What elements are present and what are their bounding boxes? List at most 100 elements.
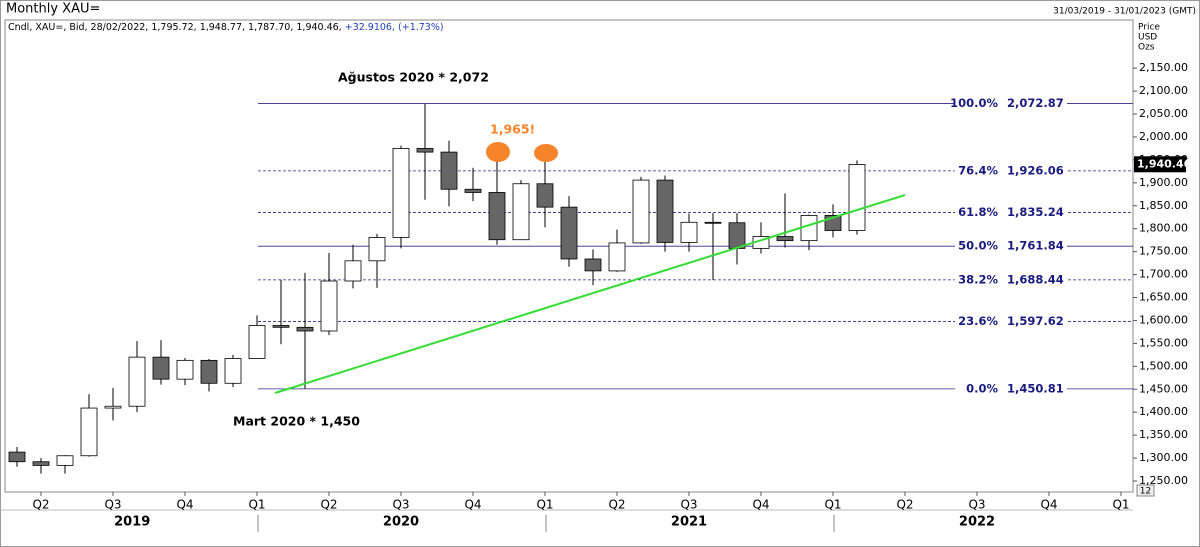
y-tick-label: 2,050.00 xyxy=(1139,107,1188,120)
y-tick-label: 1,850.00 xyxy=(1139,199,1188,212)
candle-body xyxy=(56,455,74,466)
x-tick-label: Q3 xyxy=(968,498,985,512)
fib-label-bg xyxy=(955,272,1067,287)
annotation: Mart 2020 * 1,450 xyxy=(233,414,360,429)
fib-label: 23.6% xyxy=(958,314,998,328)
last-price-box xyxy=(1134,156,1186,173)
corner-box xyxy=(1136,484,1155,497)
y-tick-label: 1,750.00 xyxy=(1139,245,1188,258)
candle-body xyxy=(344,260,362,282)
fib-label-bg xyxy=(955,205,1067,220)
fib-label-bg xyxy=(955,381,1067,396)
annotation: 1,965! xyxy=(490,122,535,137)
candle-body xyxy=(200,359,218,384)
date-range: 31/03/2019 - 31/01/2023 (GMT) xyxy=(1053,7,1196,17)
fib-value: 1,761.84 xyxy=(1007,239,1064,253)
fib-label-bg xyxy=(955,239,1067,254)
x-tick-label: Q4 xyxy=(752,498,769,512)
candle-body xyxy=(464,188,482,193)
fib-value: 1,450.81 xyxy=(1007,381,1064,395)
trend-line xyxy=(274,194,906,394)
year-label: 2022 xyxy=(959,515,995,530)
y-tick-label: 2,000.00 xyxy=(1139,130,1188,143)
y-tick-label: 1,650.00 xyxy=(1139,291,1188,304)
candle-body xyxy=(656,179,674,243)
y-tick-label: 1,450.00 xyxy=(1139,382,1188,395)
fib-label: 76.4% xyxy=(958,163,998,177)
x-tick-label: Q4 xyxy=(464,498,481,512)
candle-body xyxy=(704,221,722,224)
year-label: 2019 xyxy=(114,515,150,530)
candle-body xyxy=(536,183,554,208)
x-tick-label: Q2 xyxy=(320,498,337,512)
candle-body xyxy=(80,407,98,457)
y-tick-label: 1,800.00 xyxy=(1139,222,1188,235)
y-tick-label: 2,100.00 xyxy=(1139,84,1188,97)
x-tick-label: Q4 xyxy=(176,498,193,512)
units: Price xyxy=(1138,23,1160,33)
highlight xyxy=(534,144,558,162)
x-tick-label: Q1 xyxy=(248,498,265,512)
fib-label: 61.8% xyxy=(958,205,998,219)
year-label: 2020 xyxy=(383,515,419,530)
chart-title: Monthly XAU= xyxy=(6,2,100,17)
candle-body xyxy=(320,280,338,332)
fib-label: 50.0% xyxy=(958,239,998,253)
fib-label: 0.0% xyxy=(966,381,998,395)
y-tick-label: 1,350.00 xyxy=(1139,428,1188,441)
fib-label-bg xyxy=(955,314,1067,329)
plot-border xyxy=(4,19,1134,493)
fib-value: 2,072.87 xyxy=(1007,96,1064,110)
candle-body xyxy=(176,359,194,380)
candle-body xyxy=(224,358,242,384)
fib-value: 1,926.06 xyxy=(1007,163,1064,177)
x-tick-label: Q3 xyxy=(104,498,121,512)
candle-body xyxy=(104,405,122,409)
candle-body xyxy=(848,164,866,231)
candle-body xyxy=(800,215,818,242)
x-tick-label: Q2 xyxy=(896,498,913,512)
y-tick-label: 1,700.00 xyxy=(1139,268,1188,281)
x-tick-label: Q1 xyxy=(1112,498,1129,512)
candle-body xyxy=(632,179,650,244)
candle-body xyxy=(392,148,410,238)
y-tick-label: 1,550.00 xyxy=(1139,336,1188,349)
corner-label: 12 xyxy=(1140,487,1151,497)
y-tick-label: 2,150.00 xyxy=(1139,61,1188,74)
candle-body xyxy=(8,451,26,463)
y-tick-label: 1,400.00 xyxy=(1139,405,1188,418)
candle-body xyxy=(368,237,386,262)
candle-body xyxy=(152,356,170,380)
x-tick-label: Q1 xyxy=(536,498,553,512)
x-tick-label: Q2 xyxy=(32,498,49,512)
x-tick-label: Q3 xyxy=(680,498,697,512)
fib-label-bg xyxy=(955,163,1067,178)
fib-label-bg xyxy=(955,96,1067,111)
candle-body xyxy=(560,206,578,260)
info-prefix: Cndl, XAU=, Bid, 28/02/2022, 1,795.72, 1… xyxy=(8,22,342,33)
candle-body xyxy=(248,325,266,359)
annotation: Ağustos 2020 * 2,072 xyxy=(338,70,489,85)
x-tick-label: Q4 xyxy=(1040,498,1057,512)
y-tick-label: 1,500.00 xyxy=(1139,359,1188,372)
units: USD xyxy=(1138,33,1157,43)
candle-body xyxy=(416,148,434,153)
candle-body xyxy=(272,325,290,328)
info-change: +32.9106, xyxy=(345,22,395,33)
candle-body xyxy=(32,461,50,466)
x-tick-label: Q3 xyxy=(392,498,409,512)
fib-value: 1,597.62 xyxy=(1007,314,1064,328)
candle-body xyxy=(608,242,626,272)
candle-body xyxy=(776,236,794,242)
highlight xyxy=(486,142,510,162)
candle-body xyxy=(488,192,506,241)
candle-body xyxy=(512,183,530,241)
fib-value: 1,688.44 xyxy=(1007,272,1064,286)
fib-value: 1,835.24 xyxy=(1007,205,1064,219)
x-tick-label: Q1 xyxy=(824,498,841,512)
y-tick-label: 1,600.00 xyxy=(1139,313,1188,326)
fib-label: 100.0% xyxy=(950,96,998,110)
info-line: Cndl, XAU=, Bid, 28/02/2022, 1,795.72, 1… xyxy=(8,22,444,33)
info-pct: (+1.73%) xyxy=(398,22,444,33)
